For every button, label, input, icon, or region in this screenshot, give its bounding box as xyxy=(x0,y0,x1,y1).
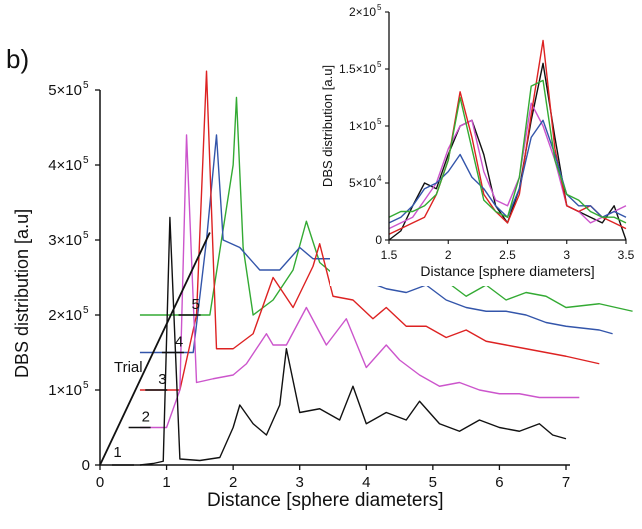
main-x-tick-label: 4 xyxy=(362,474,370,491)
main-y-tick-exponent: 5 xyxy=(83,80,89,91)
inset-y-tick-exponent: 5 xyxy=(377,3,382,12)
trial-number-label: 4 xyxy=(175,334,183,351)
main-y-tick-label: 2×10 xyxy=(48,307,82,324)
main-x-tick-label: 7 xyxy=(562,474,570,491)
trial-number-label: 5 xyxy=(192,296,200,313)
main-series-line-trial-3 xyxy=(139,70,600,391)
main-y-tick-label: 1×10 xyxy=(48,382,82,399)
inset-y-axis-label: DBS distribution [a.u] xyxy=(320,65,335,187)
main-x-tick-label: 3 xyxy=(296,474,304,491)
main-x-tick-label: 5 xyxy=(429,474,437,491)
main-x-tick-label: 0 xyxy=(96,474,104,491)
inset-y-tick-label: 0 xyxy=(375,233,382,247)
main-y-tick-label: 4×10 xyxy=(48,157,82,174)
inset-y-tick-label: 2×10 xyxy=(349,5,376,19)
main-x-tick-label: 6 xyxy=(495,474,503,491)
inset-y-tick-exponent: 4 xyxy=(377,174,382,183)
panel-label: b) xyxy=(6,44,30,74)
main-x-tick-label: 2 xyxy=(229,474,237,491)
inset-x-tick-label: 2 xyxy=(445,248,452,262)
main-y-tick-exponent: 5 xyxy=(83,230,89,241)
inset-y-tick-exponent: 5 xyxy=(377,60,382,69)
main-y-tick-label: 0 xyxy=(82,457,90,474)
inset-x-tick-label: 3.5 xyxy=(618,248,635,262)
main-x-axis-label: Distance [sphere diameters] xyxy=(207,490,444,511)
trial-number-label: 1 xyxy=(113,444,121,461)
trial-legend-title: Trial xyxy=(114,359,143,376)
main-y-tick-exponent: 5 xyxy=(83,305,89,316)
inset-background xyxy=(330,6,640,286)
inset-x-tick-label: 3 xyxy=(563,248,570,262)
trial-number-label: 2 xyxy=(142,409,150,426)
inset-y-tick-label: 5×10 xyxy=(349,176,376,190)
main-x-tick-label: 1 xyxy=(162,474,170,491)
inset-series-line-trial-5 xyxy=(388,79,627,224)
trial-diagonal-line xyxy=(99,232,211,466)
main-y-tick-label: 3×10 xyxy=(48,232,82,249)
main-y-tick-exponent: 5 xyxy=(83,155,89,166)
main-y-tick-label: 5×10 xyxy=(48,82,82,99)
main-series-line-trial-1 xyxy=(139,216,567,466)
inset-series-line-trial-2 xyxy=(388,102,627,230)
inset-y-tick-label: 1×10 xyxy=(349,119,376,133)
main-series-line-trial-2 xyxy=(139,134,580,429)
inset-x-axis-label: Distance [sphere diameters] xyxy=(420,263,594,279)
inset-x-tick-label: 2.5 xyxy=(499,248,516,262)
inset-y-tick-label: 1.5×10 xyxy=(339,62,376,76)
trial-number-label: 3 xyxy=(158,371,166,388)
inset-y-tick-exponent: 5 xyxy=(377,117,382,126)
inset-x-tick-label: 1.5 xyxy=(381,248,398,262)
main-y-tick-exponent: 5 xyxy=(83,380,89,391)
